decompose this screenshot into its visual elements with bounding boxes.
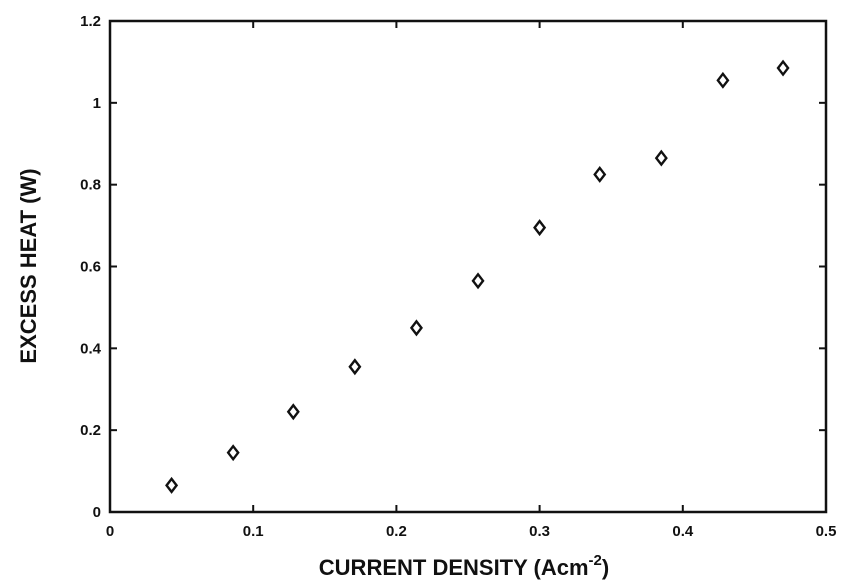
data-point-marker [348,358,362,376]
y-tick-label: 0.8 [80,177,101,194]
x-tick-label: 0.4 [672,523,694,540]
y-tick-label: 0.4 [80,340,102,357]
x-tick-label: 0 [106,523,114,540]
data-point-marker [533,219,547,237]
data-point-marker [716,71,730,89]
data-point-marker [654,149,668,167]
x-tick-label: 0.5 [816,523,837,540]
data-point-marker [593,165,607,183]
x-axis-label: CURRENT DENSITY (Acm-2) [319,552,609,580]
x-axis-label-main: CURRENT DENSITY (Acm [319,555,589,580]
data-points [165,59,790,494]
y-tick-label: 0.6 [80,259,101,276]
y-tick-label: 0 [93,504,101,521]
x-axis-label-superscript: -2 [589,552,602,569]
x-axis-label-suffix: ) [602,555,609,580]
data-point-marker [226,444,240,462]
x-axis-ticks: 0 0.1 0.2 0.3 0.4 0.5 [106,21,837,540]
x-tick-label: 0.1 [243,523,264,540]
y-axis-label: EXCESS HEAT (W) [16,168,41,363]
plot-area [108,19,828,514]
x-tick-label: 0.2 [386,523,407,540]
data-point-marker [286,403,300,421]
y-tick-label: 1 [93,95,101,112]
y-tick-label: 1.2 [80,13,101,30]
data-point-marker [471,272,485,290]
plot-frame [108,19,828,514]
y-tick-label: 0.2 [80,422,101,439]
data-point-marker [409,319,423,337]
data-point-marker [776,59,790,77]
x-tick-label: 0.3 [529,523,550,540]
data-point-marker [165,476,179,494]
y-axis-ticks: 0 0.2 0.4 0.6 0.8 1 1.2 [80,13,826,521]
